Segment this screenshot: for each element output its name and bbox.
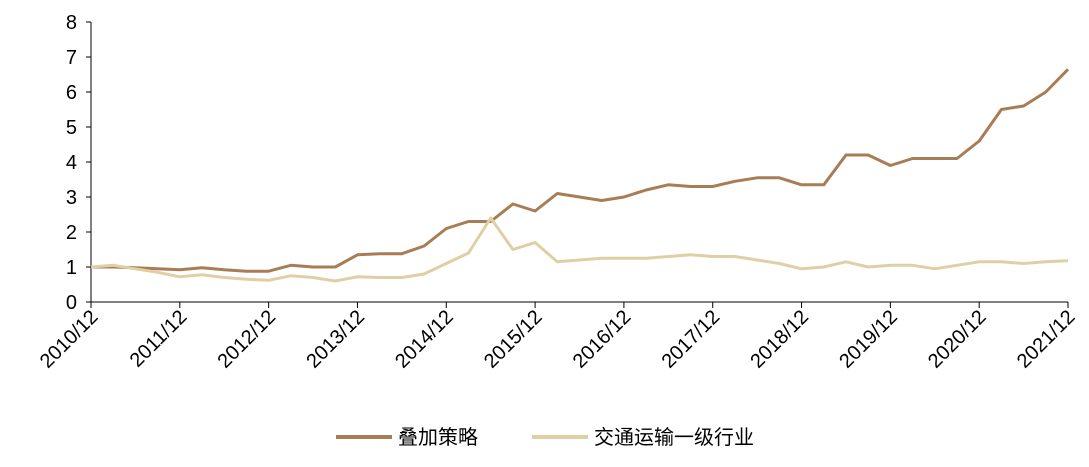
x-tick-label: 2019/12 xyxy=(835,306,902,373)
x-tick-label: 2011/12 xyxy=(126,306,192,372)
x-tick-label: 2020/12 xyxy=(924,306,991,373)
y-tick-label: 8 xyxy=(66,12,77,34)
x-tick-label: 2013/12 xyxy=(302,306,369,373)
series-line xyxy=(91,68,1070,273)
legend-label: 叠加策略 xyxy=(398,426,478,449)
x-tick-label: 2017/12 xyxy=(658,306,725,373)
y-tick-label: 4 xyxy=(66,152,77,174)
x-tick-label: 2016/12 xyxy=(569,306,636,373)
y-tick-label: 6 xyxy=(66,82,77,104)
series-line xyxy=(90,216,1069,283)
y-tick-label: 7 xyxy=(66,47,77,69)
y-tick-label: 0 xyxy=(66,292,77,314)
x-tick-label: 2015/12 xyxy=(480,306,547,373)
x-tick-label: 2014/12 xyxy=(391,306,458,373)
x-tick-label: 2021/12 xyxy=(1013,306,1080,373)
x-tick-label: 2012/12 xyxy=(213,306,280,373)
y-tick-label: 1 xyxy=(66,257,77,279)
y-tick-label: 3 xyxy=(66,187,77,209)
y-tick-label: 2 xyxy=(66,222,77,244)
y-tick-label: 5 xyxy=(66,117,77,139)
legend-label: 交通运输一级行业 xyxy=(594,426,754,449)
x-tick-label: 2010/12 xyxy=(36,306,103,373)
x-tick-label: 2018/12 xyxy=(746,306,813,373)
